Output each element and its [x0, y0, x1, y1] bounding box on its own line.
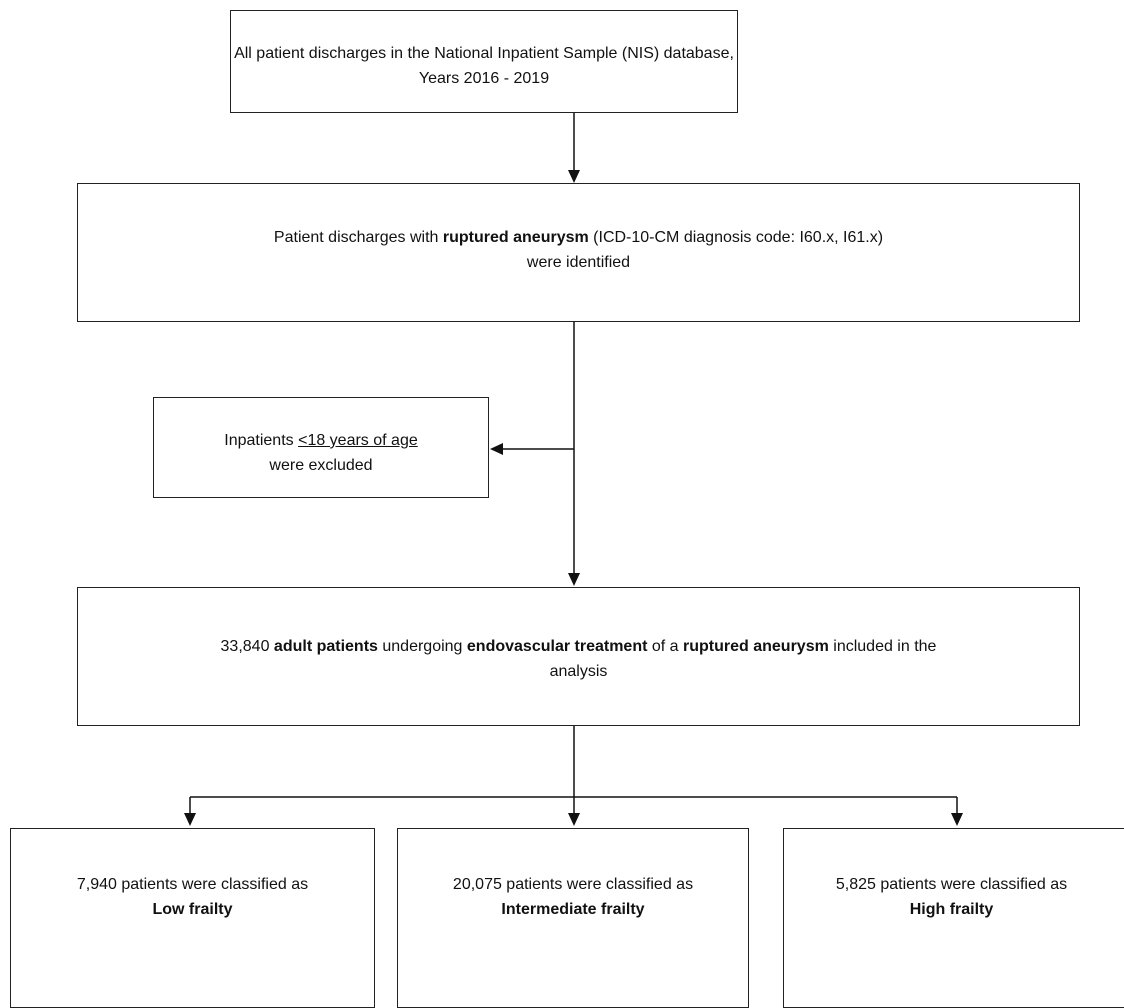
node-text: 5,825 patients were classified as: [835, 876, 1068, 893]
node-text-bold: ruptured aneurysm: [442, 229, 589, 246]
node-text: of a: [647, 638, 683, 655]
node-text-underlined: <18 years of age: [298, 432, 418, 449]
node-text: 33,840: [220, 638, 274, 655]
arrowhead: [568, 813, 580, 826]
node-box: All patient discharges in the National I…: [230, 10, 738, 113]
arrowhead: [184, 813, 196, 826]
node-box: 5,825 patients were classified as High f…: [783, 828, 1124, 1008]
node-text-bold: ruptured aneurysm: [683, 638, 829, 655]
arrowhead: [568, 573, 580, 586]
arrowhead: [568, 170, 580, 183]
node-box: 20,075 patients were classified as Inter…: [397, 828, 749, 1008]
arrowhead: [951, 813, 963, 826]
node-text: undergoing: [377, 638, 467, 655]
node-box: Patient discharges with ruptured aneurys…: [77, 183, 1080, 322]
node-text: Years 2016 - 2019: [418, 70, 550, 87]
node-text: All patient discharges in the National I…: [234, 45, 734, 62]
node-box: 7,940 patients were classified as Low fr…: [10, 828, 375, 1008]
node-box: 33,840 adult patients undergoing endovas…: [77, 587, 1080, 726]
node-text: included in the: [828, 638, 937, 655]
node-text: (ICD-10-CM diagnosis code: I60.x, I61.x): [588, 229, 884, 246]
node-text: analysis: [549, 663, 608, 680]
node-text-bold: Intermediate frailty: [501, 901, 645, 918]
node-text-bold: Low frailty: [152, 901, 233, 918]
node-text-bold: endovascular treatment: [466, 638, 648, 655]
node-box: Inpatients <18 years of age were exclude…: [153, 397, 489, 498]
node-text: 7,940 patients were classified as: [76, 876, 309, 893]
node-text-bold: adult patients: [273, 638, 378, 655]
node-text: Inpatients: [224, 432, 299, 449]
node-text: Patient discharges with: [273, 229, 443, 246]
node-text: were excluded: [269, 457, 373, 474]
arrowhead: [490, 443, 503, 455]
node-text: were identified: [526, 254, 631, 271]
node-text: 20,075 patients were classified as: [452, 876, 694, 893]
node-text-bold: High frailty: [909, 901, 994, 918]
